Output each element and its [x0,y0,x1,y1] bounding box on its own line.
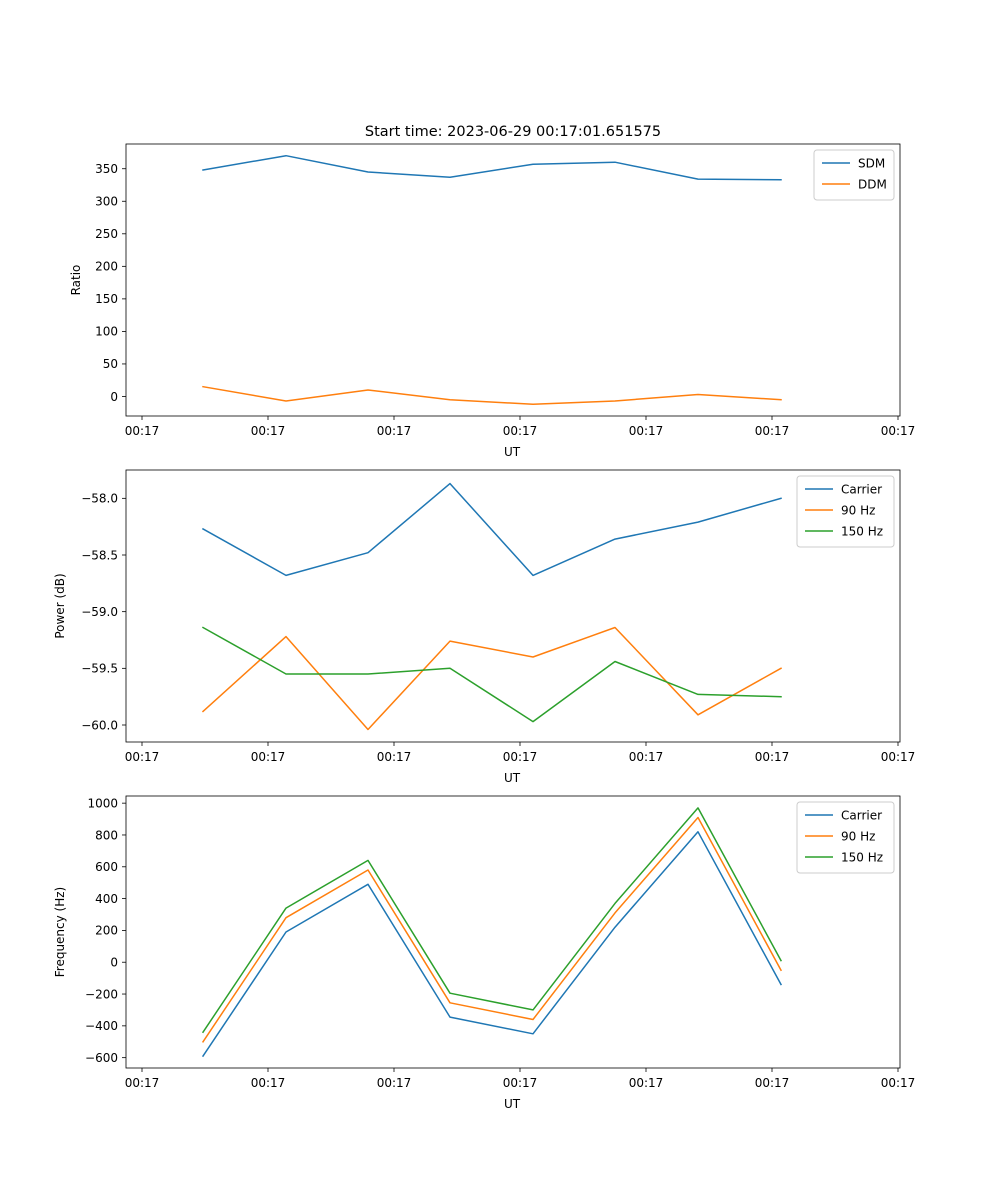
y-tick-label: 350 [95,162,118,176]
subplot-power: 00:17 00:17 00:17 00:17 00:17 00:17 00:17 −60.0… [53,469,916,785]
series-line-carrier [201,482,782,577]
series-line-90-hz [201,626,783,731]
x-tick-label: 00:17 [503,1076,538,1090]
series-line-90-hz [201,816,783,1043]
axes-frame [125,469,901,743]
x-tick-label: 00:17 [251,750,286,764]
legend-label: Carrier [841,483,882,497]
legend-box [796,475,895,548]
x-tick-label: 00:17 [377,750,412,764]
legend: Carrier 90 Hz 150 Hz [796,475,895,548]
x-tick-label: 00:17 [755,424,790,438]
x-tick-label: 00:17 [503,750,538,764]
legend-label: DDM [858,178,887,192]
legend: SDM DDM [813,149,895,201]
y-tick-label: −58.5 [81,548,118,562]
x-tick-label: 00:17 [377,424,412,438]
y-axis-label: Ratio [69,265,83,296]
y-tick-label: 800 [95,828,118,842]
legend-label: 90 Hz [841,830,875,844]
legend-label: 150 Hz [841,525,883,539]
series-line-150-hz [201,626,782,723]
y-tick-label: 0 [110,956,118,970]
x-tick-label: 00:17 [125,424,160,438]
y-axis-label: Frequency (Hz) [53,887,67,978]
y-tick-label: 1000 [87,796,118,810]
axes-frame [125,143,901,417]
y-tick-label: 400 [95,892,118,906]
y-tick-label: 600 [95,860,118,874]
axes-frame [125,795,901,1069]
chart-title: Start time: 2023-06-29 00:17:01.651575 [365,124,661,140]
x-tick-label: 00:17 [881,750,916,764]
y-tick-label: −60.0 [81,718,118,732]
y-tick-label: −600 [85,1051,118,1065]
x-axis-label: UT [504,771,521,785]
x-tick-label: 00:17 [755,1076,790,1090]
x-tick-label: 00:17 [251,1076,286,1090]
x-tick-label: 00:17 [251,424,286,438]
x-tick-label: 00:17 [629,424,664,438]
series-line-sdm [202,154,782,181]
x-tick-label: 00:17 [377,1076,412,1090]
y-tick-label: −59.5 [81,662,118,676]
x-tick-label: 00:17 [503,424,538,438]
y-axis-label: Power (dB) [53,573,67,638]
y-tick-label: −59.0 [81,605,118,619]
legend-label: SDM [858,157,885,171]
y-tick-label: −400 [85,1019,118,1033]
x-tick-label: 00:17 [881,424,916,438]
series-line-carrier [201,831,783,1058]
series-line-ddm [202,385,782,406]
y-tick-label: 200 [95,260,118,274]
legend-label: 150 Hz [841,851,883,865]
subplot-ratio: 00:17 00:17 00:17 00:17 00:17 00:17 00:17 0 50 10… [69,143,916,459]
legend-box [796,801,895,874]
y-tick-label: 50 [103,357,118,371]
x-tick-label: 00:17 [881,1076,916,1090]
y-tick-label: 100 [95,325,118,339]
x-tick-label: 00:17 [755,750,790,764]
y-tick-label: 150 [95,292,118,306]
series-line-150-hz [201,807,783,1034]
y-tick-label: 200 [95,924,118,938]
y-tick-label: −58.0 [81,492,118,506]
y-tick-label: 300 [95,195,118,209]
subplot-frequency: 00:17 00:17 00:17 00:17 00:17 00:17 00:17 −600 −… [53,795,916,1111]
y-tick-label: −200 [85,987,118,1001]
x-tick-label: 00:17 [629,750,664,764]
x-tick-label: 00:17 [125,1076,160,1090]
legend: Carrier 90 Hz 150 Hz [796,801,895,874]
y-tick-label: 250 [95,227,118,241]
x-tick-label: 00:17 [629,1076,664,1090]
legend-label: Carrier [841,809,882,823]
x-tick-label: 00:17 [125,750,160,764]
x-axis-label: UT [504,1097,521,1111]
legend-label: 90 Hz [841,504,875,518]
x-axis-label: UT [504,445,521,459]
y-tick-label: 0 [110,390,118,404]
